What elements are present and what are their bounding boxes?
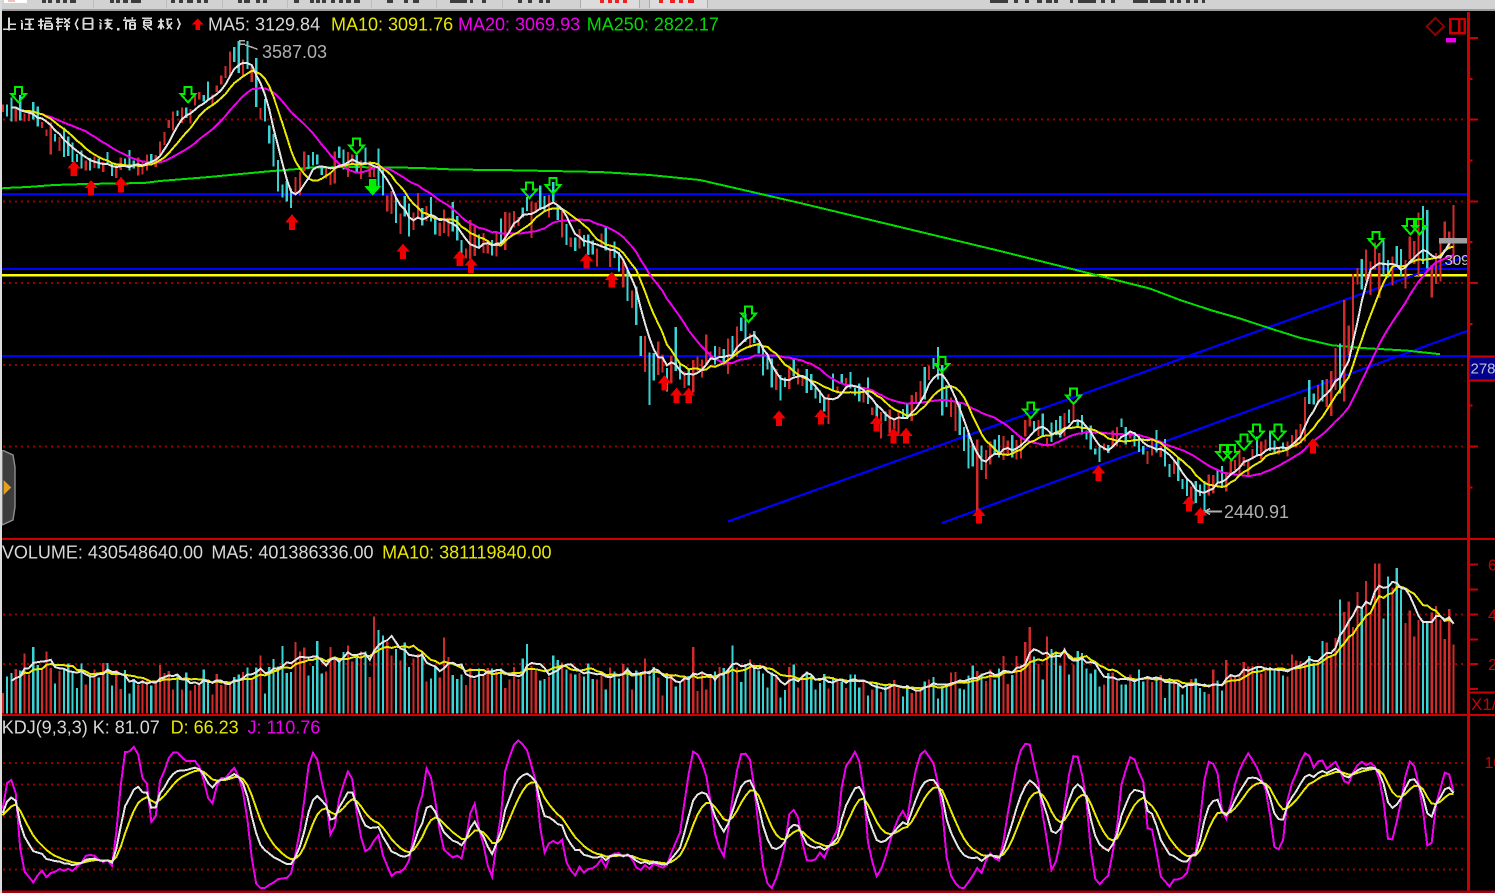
svg-text:MA5: 3129.84: MA5: 3129.84 [208,14,320,34]
svg-text:100.00: 100.00 [1485,755,1495,772]
svg-text:MA10: 3091.76: MA10: 3091.76 [331,14,453,34]
svg-text:309: 309 [1445,252,1470,269]
svg-text:MA5: 401386336.00: MA5: 401386336.00 [211,543,373,563]
svg-text:2440.91: 2440.91 [1224,502,1289,522]
svg-text:X1/: X1/ [1471,695,1495,714]
svg-text:4.00: 4.00 [1488,608,1495,625]
svg-text:MA20: 3069.93: MA20: 3069.93 [458,14,580,34]
svg-text:6.00: 6.00 [1488,558,1495,575]
svg-text:VOLUME: 430548640.00: VOLUME: 430548640.00 [2,543,203,563]
svg-text:3587.03: 3587.03 [262,42,327,62]
svg-text:J: 110.76: J: 110.76 [248,717,321,737]
svg-text:2.00: 2.00 [1488,657,1495,674]
svg-text:MA250: 2822.17: MA250: 2822.17 [587,14,719,34]
svg-text:278: 278 [1471,361,1495,378]
svg-text:D: 66.23: D: 66.23 [171,717,239,737]
svg-text:KDJ(9,3,3) K: 81.07: KDJ(9,3,3) K: 81.07 [2,717,160,737]
svg-text:MA10: 381119840.00: MA10: 381119840.00 [382,543,551,563]
